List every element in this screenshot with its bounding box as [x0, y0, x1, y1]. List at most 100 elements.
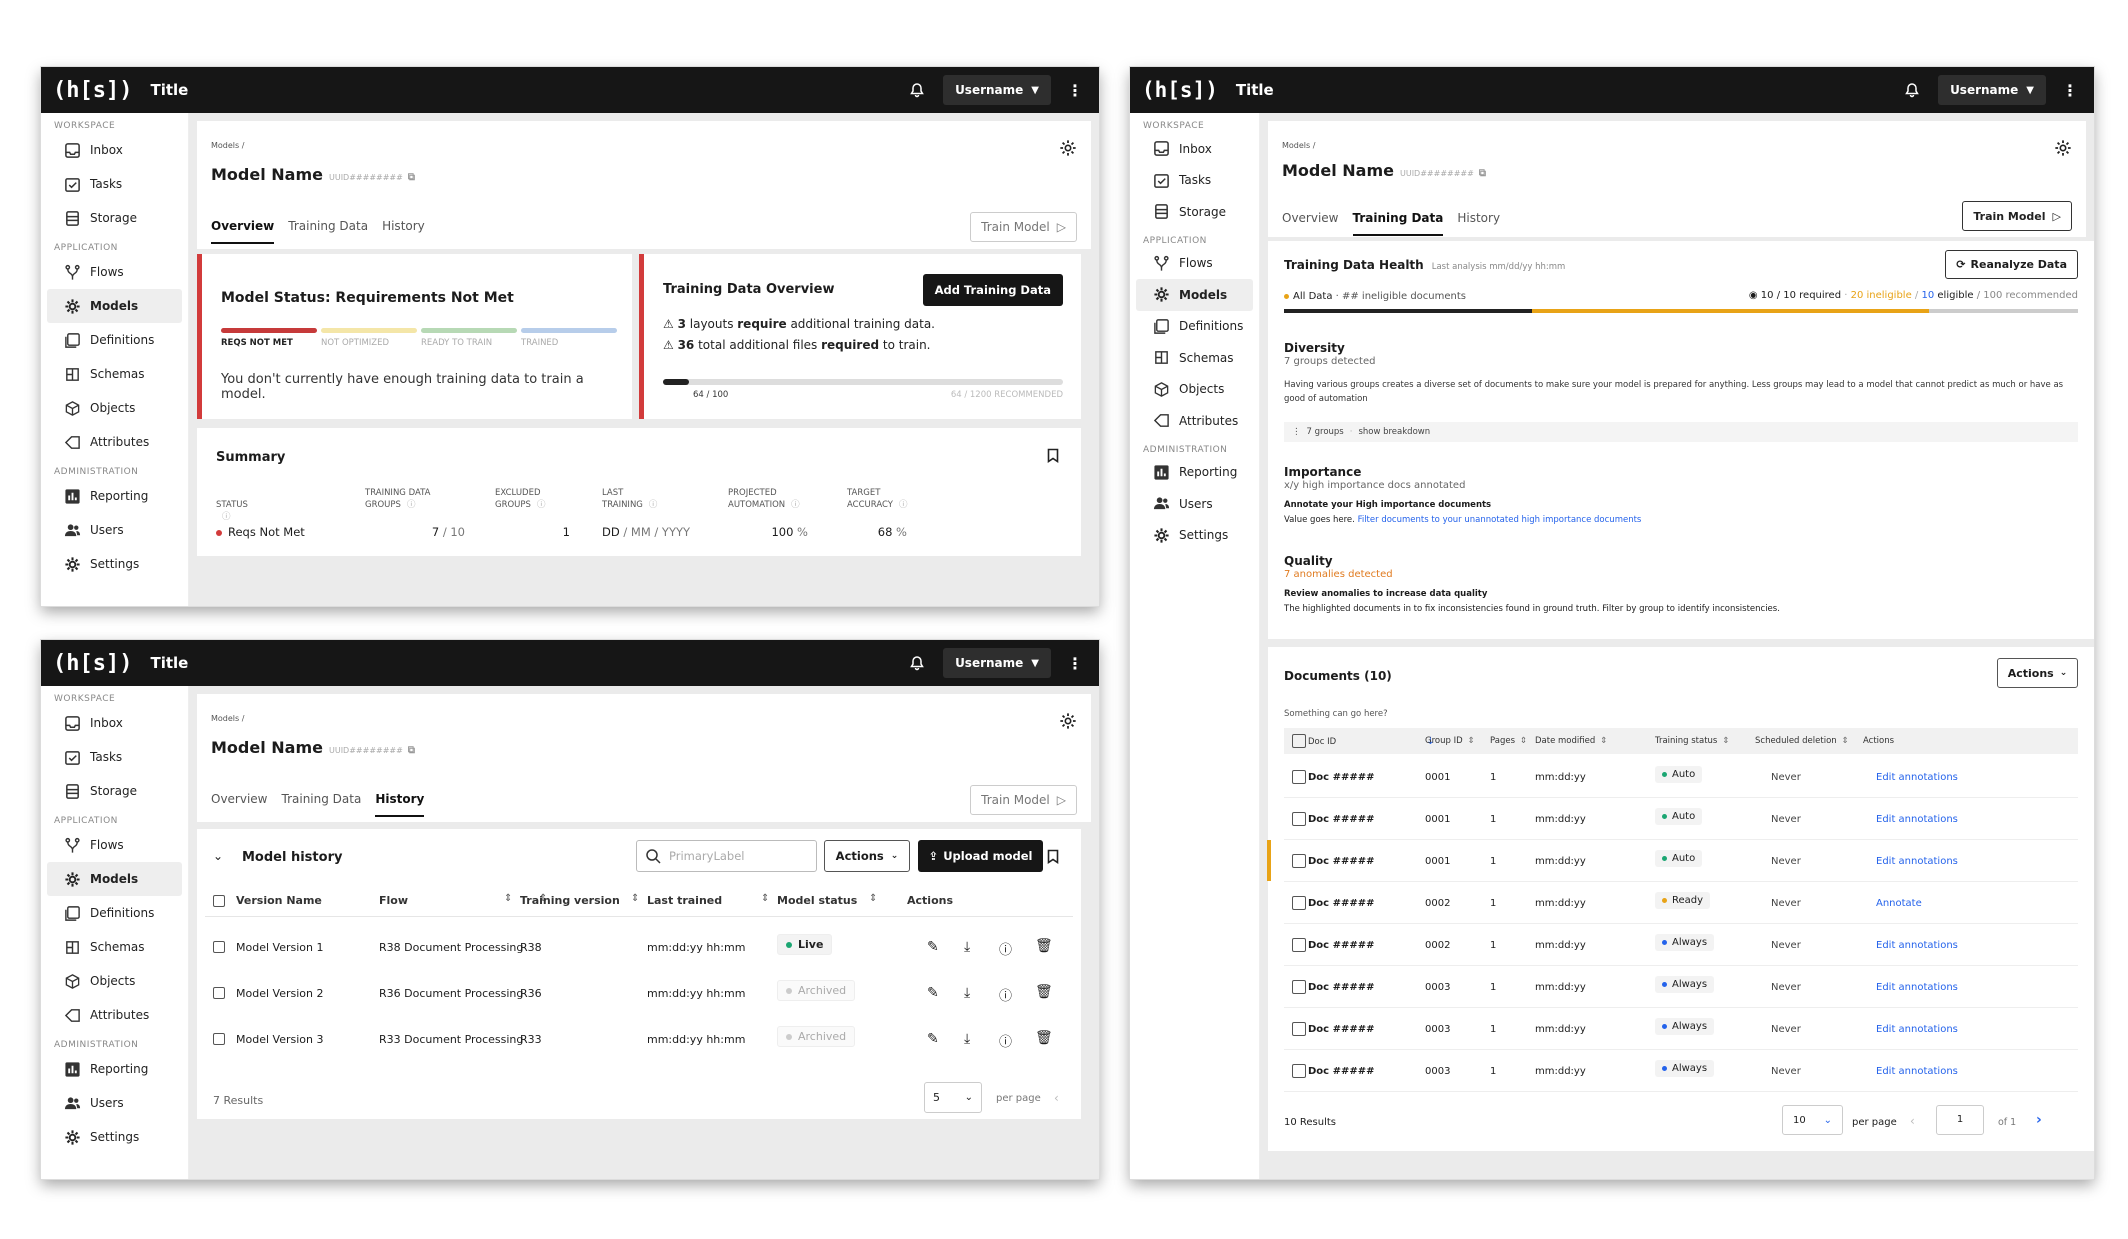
sort-icon[interactable]: ⇕ [631, 893, 640, 904]
info-icon[interactable]: ⓘ [999, 1035, 1013, 1050]
column-header[interactable]: Flow [379, 894, 408, 907]
table-row[interactable]: Doc ##### 0002 1 mm:dd:yy Always Never E… [1284, 924, 2078, 966]
prev-page-icon[interactable]: ‹ [1054, 1091, 1059, 1105]
table-row[interactable]: Model Version 3 R33 Document Processing … [197, 1021, 1081, 1065]
breadcrumb[interactable]: Models / [211, 141, 245, 150]
tab-overview[interactable]: Overview [1282, 211, 1339, 225]
table-row[interactable]: Doc ##### 0001 1 mm:dd:yy Auto Never Edi… [1284, 798, 2078, 840]
edit-icon[interactable]: ✎ [927, 1031, 939, 1047]
train-model-button[interactable]: Train Model ▷ [970, 785, 1077, 815]
sidebar-item-schemas[interactable]: Schemas [47, 930, 182, 964]
breadcrumb[interactable]: Models / [1282, 141, 1316, 150]
copy-icon[interactable]: ⧉ [407, 172, 415, 183]
sidebar-item-attributes[interactable]: Attributes [1136, 405, 1253, 437]
sidebar-item-definitions[interactable]: Definitions [47, 323, 182, 357]
sidebar-item-tasks[interactable]: Tasks [47, 167, 182, 201]
sidebar-item-flows[interactable]: Flows [1136, 248, 1253, 280]
sidebar-item-reporting[interactable]: Reporting [1136, 457, 1253, 489]
info-icon[interactable]: ⓘ [999, 943, 1013, 958]
sidebar-item-storage[interactable]: Storage [1136, 196, 1253, 228]
row-action-link[interactable]: Edit annotations [1876, 1066, 1958, 1077]
tab-history[interactable]: History [1457, 211, 1501, 225]
gear-icon[interactable] [1059, 712, 1077, 730]
bookmark-icon[interactable] [1047, 448, 1059, 463]
sidebar-item-objects[interactable]: Objects [47, 964, 182, 998]
tab-overview[interactable]: Overview [211, 792, 268, 806]
table-row[interactable]: Doc ##### 0003 1 mm:dd:yy Always Never E… [1284, 1050, 2078, 1092]
more-menu-icon[interactable]: ⋮ [1067, 653, 1083, 673]
row-action-link[interactable]: Edit annotations [1876, 856, 1958, 867]
sidebar-item-models[interactable]: Models [47, 289, 182, 323]
reanalyze-button[interactable]: ⟳ Reanalyze Data [1945, 250, 2078, 279]
info-icon[interactable]: ⓘ [791, 500, 800, 510]
info-icon[interactable]: ⓘ [222, 512, 231, 522]
doc-column-header[interactable]: Date modified ⇕ [1535, 736, 1607, 746]
download-icon[interactable]: ⤓ [964, 939, 971, 955]
per-page-select[interactable]: 5 ⌄ [924, 1082, 982, 1113]
table-row[interactable]: Doc ##### 0003 1 mm:dd:yy Always Never E… [1284, 1008, 2078, 1050]
info-icon[interactable]: ⓘ [406, 500, 416, 510]
sidebar-item-objects[interactable]: Objects [1136, 374, 1253, 406]
train-model-button[interactable]: Train Model ▷ [1962, 201, 2072, 231]
sidebar-item-tasks[interactable]: Tasks [1136, 165, 1253, 197]
tab-history[interactable]: History [375, 792, 425, 817]
info-icon[interactable]: ⓘ [648, 500, 658, 510]
row-action-link[interactable]: Edit annotations [1876, 940, 1958, 951]
column-header[interactable]: Model status [777, 894, 857, 907]
sidebar-item-flows[interactable]: Flows [47, 255, 182, 289]
sidebar-item-settings[interactable]: Settings [47, 1120, 182, 1154]
sort-icon[interactable]: ⇕ [1841, 736, 1849, 746]
show-breakdown-link[interactable]: show breakdown [1358, 427, 1431, 437]
sidebar-item-storage[interactable]: Storage [47, 774, 182, 808]
table-row[interactable]: Model Version 2 R36 Document Processing … [197, 975, 1081, 1019]
collapse-chevron-icon[interactable]: ⌄ [213, 849, 224, 863]
sidebar-item-reporting[interactable]: Reporting [47, 479, 182, 513]
sidebar-item-objects[interactable]: Objects [47, 391, 182, 425]
column-header[interactable]: Actions [907, 894, 953, 907]
row-checkbox[interactable] [1292, 770, 1306, 784]
row-checkbox[interactable] [213, 987, 225, 999]
user-menu-button[interactable]: Username ▼ [943, 648, 1051, 678]
row-checkbox[interactable] [1292, 1064, 1306, 1078]
sidebar-item-settings[interactable]: Settings [1136, 520, 1253, 552]
tab-training-data[interactable]: Training Data [288, 219, 369, 233]
more-menu-icon[interactable]: ⋮ [2062, 80, 2078, 100]
sidebar-item-tasks[interactable]: Tasks [47, 740, 182, 774]
row-checkbox[interactable] [1292, 896, 1306, 910]
select-all-checkbox[interactable] [213, 895, 225, 907]
bookmark-icon[interactable] [1047, 849, 1059, 864]
row-checkbox[interactable] [1292, 812, 1306, 826]
edit-icon[interactable]: ✎ [927, 939, 939, 955]
bell-icon[interactable] [909, 655, 925, 671]
row-checkbox[interactable] [213, 1033, 225, 1045]
info-icon[interactable]: ⓘ [536, 500, 546, 510]
sidebar-item-models[interactable]: Models [47, 862, 182, 896]
doc-per-page-select[interactable]: 10 ⌄ [1782, 1105, 1843, 1135]
sidebar-item-inbox[interactable]: Inbox [1136, 133, 1253, 165]
delete-icon[interactable]: 🗑 [1035, 984, 1053, 1000]
row-checkbox[interactable] [1292, 938, 1306, 952]
train-model-button[interactable]: Train Model ▷ [970, 212, 1077, 242]
tab-history[interactable]: History [382, 219, 425, 233]
table-row[interactable]: Doc ##### 0002 1 mm:dd:yy Ready Never An… [1284, 882, 2078, 924]
bell-icon[interactable] [909, 82, 925, 98]
sidebar-item-schemas[interactable]: Schemas [1136, 342, 1253, 374]
doc-column-header[interactable]: Group ID ⇕ [1425, 736, 1475, 746]
table-row[interactable]: Doc ##### 0001 1 mm:dd:yy Auto Never Edi… [1267, 840, 2078, 882]
more-menu-icon[interactable]: ⋮ [1067, 80, 1083, 100]
table-row[interactable]: Model Version 1 R38 Document Processing … [197, 929, 1081, 973]
column-header[interactable]: Last trained [647, 894, 722, 907]
user-menu-button[interactable]: Username ▼ [1938, 75, 2046, 105]
row-action-link[interactable]: Edit annotations [1876, 814, 1958, 825]
tab-overview[interactable]: Overview [211, 219, 275, 244]
copy-icon[interactable]: ⧉ [1478, 168, 1486, 179]
bell-icon[interactable] [1904, 82, 1920, 98]
row-action-link[interactable]: Edit annotations [1876, 1024, 1958, 1035]
sidebar-item-attributes[interactable]: Attributes [47, 425, 182, 459]
filter-importance-link[interactable]: Filter documents to your unannotated hig… [1357, 515, 1642, 525]
tab-training-data[interactable]: Training Data [281, 792, 362, 806]
gear-icon[interactable] [2054, 139, 2072, 157]
table-row[interactable]: Doc ##### 0003 1 mm:dd:yy Always Never E… [1284, 966, 2078, 1008]
sidebar-item-inbox[interactable]: Inbox [47, 706, 182, 740]
sidebar-item-reporting[interactable]: Reporting [47, 1052, 182, 1086]
